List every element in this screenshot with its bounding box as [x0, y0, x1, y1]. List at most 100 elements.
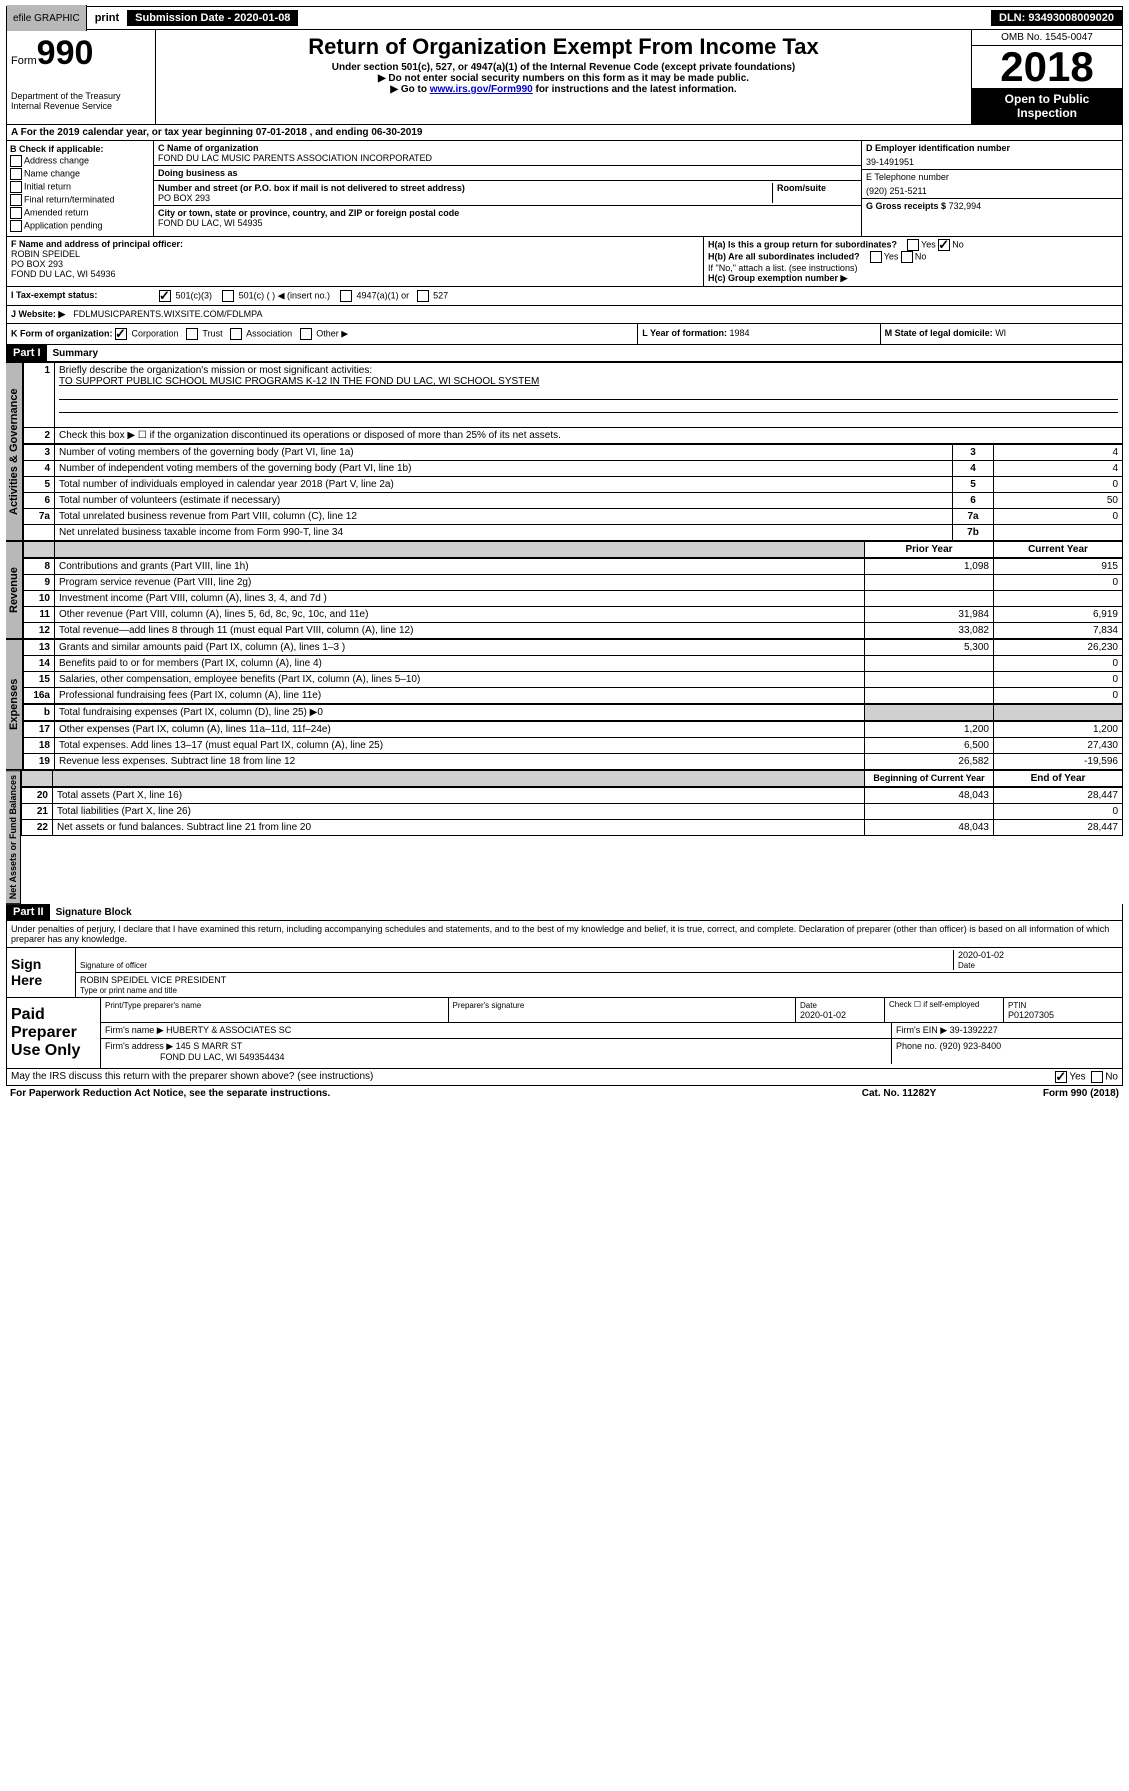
footer-row: For Paperwork Reduction Act Notice, see … — [6, 1086, 1123, 1101]
expense-16b: bTotal fundraising expenses (Part IX, co… — [23, 704, 1123, 721]
check-address[interactable]: Address change — [10, 155, 150, 167]
table-row: 20Total assets (Part X, line 16)48,04328… — [22, 788, 1123, 804]
website-value: FDLMUSICPARENTS.WIXSITE.COM/FDLMPA — [69, 306, 266, 323]
tax-status-row: I Tax-exempt status: 501(c)(3) 501(c) ( … — [6, 287, 1123, 306]
part1-bar: Part I Summary — [6, 345, 1123, 362]
check-501c[interactable] — [222, 290, 234, 302]
table-row: Net unrelated business taxable income fr… — [24, 525, 1123, 541]
check-amended[interactable]: Amended return — [10, 207, 150, 219]
table-row: 9Program service revenue (Part VIII, lin… — [24, 575, 1123, 591]
check-name[interactable]: Name change — [10, 168, 150, 180]
table-row: 7aTotal unrelated business revenue from … — [24, 509, 1123, 525]
revenue-rows: 8Contributions and grants (Part VIII, li… — [23, 558, 1123, 639]
firm-name-label: Firm's name ▶ — [105, 1025, 164, 1035]
l-label: L Year of formation: — [642, 328, 727, 338]
prep-date: 2020-01-02 — [800, 1010, 846, 1020]
addr-label: Number and street (or P.O. box if mail i… — [158, 183, 772, 193]
net-header: Beginning of Current Year End of Year — [21, 770, 1123, 787]
check-pending[interactable]: Application pending — [10, 220, 150, 232]
firm-phone-label: Phone no. — [896, 1041, 937, 1051]
check-initial[interactable]: Initial return — [10, 181, 150, 193]
tel-value: (920) 251-5211 — [866, 186, 1118, 196]
discuss-no[interactable] — [1091, 1071, 1103, 1083]
m-label: M State of legal domicile: — [885, 328, 993, 338]
ha-label: H(a) Is this a group return for subordin… — [708, 239, 897, 249]
sig-officer-label: Signature of officer — [80, 961, 147, 970]
part2-title: Signature Block — [50, 905, 138, 920]
form-number: 990 — [37, 34, 94, 72]
tab-expenses: Expenses — [6, 639, 23, 770]
gross-value: 732,994 — [949, 201, 982, 211]
prior-year-header: Prior Year — [865, 542, 994, 558]
submission-date: Submission Date - 2020-01-08 — [127, 10, 298, 26]
efile-label: efile GRAPHIC — [7, 5, 87, 31]
ptin-label: PTIN — [1008, 1001, 1026, 1010]
table-row: 10Investment income (Part VIII, column (… — [24, 591, 1123, 607]
part1-title: Summary — [47, 346, 105, 361]
tab-governance: Activities & Governance — [6, 362, 23, 541]
table-row: 12Total revenue—add lines 8 through 11 (… — [24, 623, 1123, 639]
table-row: 22Net assets or fund balances. Subtract … — [22, 820, 1123, 836]
discuss-yes[interactable] — [1055, 1071, 1067, 1083]
instructions-link[interactable]: www.irs.gov/Form990 — [430, 84, 533, 95]
form-title: Return of Organization Exempt From Incom… — [164, 34, 963, 60]
sig-name-label: Type or print name and title — [80, 986, 177, 995]
perjury-text: Under penalties of perjury, I declare th… — [7, 921, 1122, 947]
q1-label: Briefly describe the organization's miss… — [59, 365, 372, 376]
f-label: F Name and address of principal officer: — [11, 239, 183, 249]
prep-date-label: Date — [800, 1001, 817, 1010]
discuss-text: May the IRS discuss this return with the… — [11, 1071, 1055, 1083]
check-4947[interactable] — [340, 290, 352, 302]
end-year-header: End of Year — [994, 771, 1123, 787]
table-row: 17Other expenses (Part IX, column (A), l… — [24, 722, 1123, 738]
check-assoc[interactable] — [230, 328, 242, 340]
subtitle-3-post: for instructions and the latest informat… — [533, 84, 737, 95]
officer-addr2: FOND DU LAC, WI 54936 — [11, 269, 116, 279]
sign-here-label: Sign Here — [7, 948, 76, 997]
tab-revenue: Revenue — [6, 541, 23, 639]
tab-net-assets: Net Assets or Fund Balances — [6, 770, 21, 904]
governance-table: 1 Briefly describe the organization's mi… — [23, 362, 1123, 444]
check-final[interactable]: Final return/terminated — [10, 194, 150, 206]
check-trust[interactable] — [186, 328, 198, 340]
check-527[interactable] — [417, 290, 429, 302]
check-corp[interactable] — [115, 328, 127, 340]
begin-year-header: Beginning of Current Year — [865, 771, 994, 787]
hb-note: If "No," attach a list. (see instruction… — [708, 263, 1118, 273]
check-other[interactable] — [300, 328, 312, 340]
part1-header: Part I — [7, 345, 47, 361]
top-bar: efile GRAPHIC print Submission Date - 20… — [6, 6, 1123, 30]
discuss-row: May the IRS discuss this return with the… — [6, 1069, 1123, 1086]
dln: DLN: 93493008009020 — [991, 10, 1122, 26]
table-row: 6Total number of volunteers (estimate if… — [24, 493, 1123, 509]
officer-name: ROBIN SPEIDEL — [11, 249, 80, 259]
form-footer: Form 990 (2018) — [979, 1088, 1119, 1099]
officer-addr1: PO BOX 293 — [11, 259, 63, 269]
i-label: I Tax-exempt status: — [7, 287, 155, 305]
hc-label: H(c) Group exemption number ▶ — [708, 273, 847, 283]
current-year-header: Current Year — [994, 542, 1123, 558]
subtitle-3-pre: ▶ Go to — [390, 84, 429, 95]
c-name-label: C Name of organization — [158, 143, 857, 153]
table-row: 11Other revenue (Part VIII, column (A), … — [24, 607, 1123, 623]
net-rows: 20Total assets (Part X, line 16)48,04328… — [21, 787, 1123, 836]
klm-row: K Form of organization: Corporation Trus… — [6, 324, 1123, 345]
cat-no: Cat. No. 11282Y — [819, 1088, 979, 1099]
ein-label: D Employer identification number — [866, 143, 1118, 153]
subtitle-1: Under section 501(c), 527, or 4947(a)(1)… — [164, 62, 963, 73]
print-button[interactable]: print — [87, 10, 127, 26]
entity-block: B Check if applicable: Address change Na… — [6, 141, 1123, 237]
firm-phone: (920) 923-8400 — [940, 1041, 1002, 1051]
firm-name: HUBERTY & ASSOCIATES SC — [166, 1025, 291, 1035]
website-row: J Website: ▶ FDLMUSICPARENTS.WIXSITE.COM… — [6, 306, 1123, 324]
b-label: B Check if applicable: — [10, 144, 150, 154]
expense-rows-2: 17Other expenses (Part IX, column (A), l… — [23, 721, 1123, 770]
firm-addr-label: Firm's address ▶ — [105, 1041, 173, 1051]
check-501c3[interactable] — [159, 290, 171, 302]
table-row: 4Number of independent voting members of… — [24, 461, 1123, 477]
sig-date: 2020-01-02 — [958, 950, 1004, 960]
room-label: Room/suite — [777, 183, 857, 193]
gross-label: G Gross receipts $ — [866, 201, 946, 211]
open-public-badge: Open to Public Inspection — [972, 88, 1122, 124]
table-row: 5Total number of individuals employed in… — [24, 477, 1123, 493]
